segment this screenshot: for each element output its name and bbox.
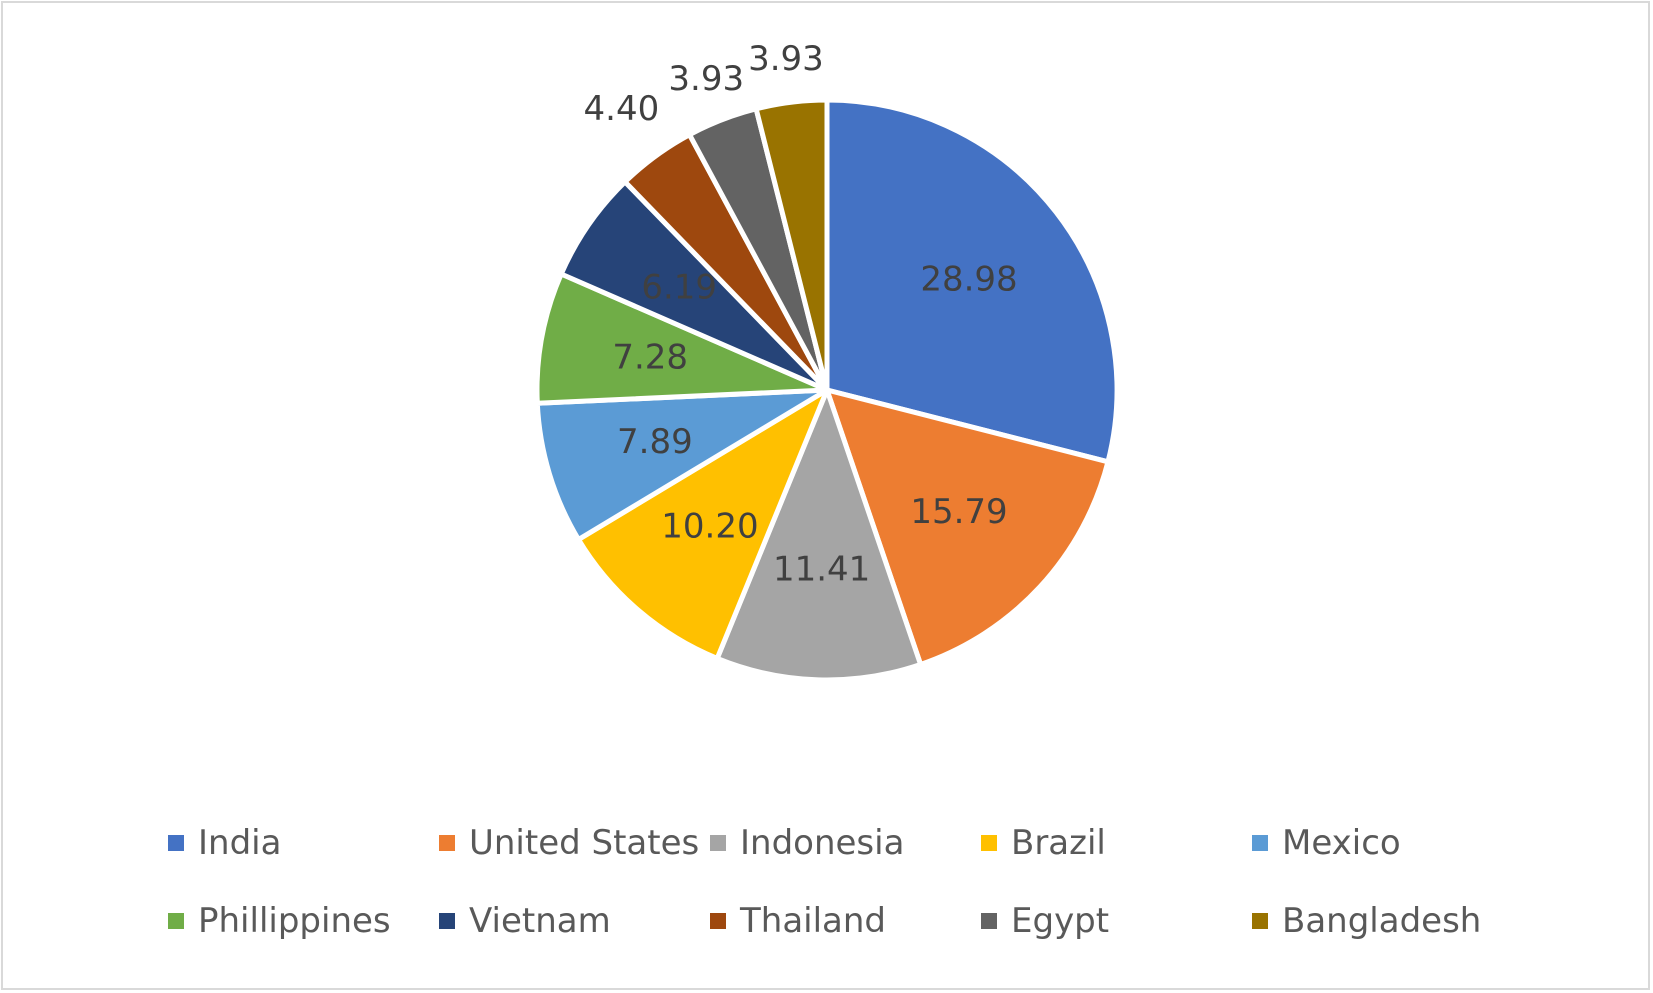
legend-item-india: India [168, 823, 281, 863]
pie-slice-bangladesh [753, 97, 830, 393]
legend-label: United States [469, 823, 700, 863]
data-label-thailand: 4.40 [584, 89, 660, 129]
legend-item-phillippines: Phillippines [168, 901, 391, 941]
data-label-bangladesh: 3.93 [748, 39, 824, 79]
data-label-mexico: 7.89 [617, 422, 693, 462]
legend-swatch [981, 835, 997, 851]
legend-item-brazil: Brazil [981, 823, 1106, 863]
data-label-india: 28.98 [920, 260, 1017, 300]
pie-chart: 28.9815.7911.4110.207.897.286.194.403.93… [534, 39, 1120, 683]
legend-swatch [1252, 835, 1268, 851]
pie-data-labels: 28.9815.7911.4110.207.897.286.194.403.93… [584, 39, 1018, 590]
legend-label: Mexico [1282, 823, 1401, 863]
legend-swatch [710, 835, 726, 851]
legend-swatch [439, 913, 455, 929]
legend-label: Bangladesh [1282, 901, 1482, 941]
legend-label: Indonesia [740, 823, 905, 863]
legend-label: Egypt [1011, 901, 1110, 941]
legend-item-bangladesh: Bangladesh [1252, 901, 1481, 941]
legend-swatch [981, 913, 997, 929]
pie-slice-mexico [534, 387, 830, 542]
data-label-united-states: 15.79 [910, 492, 1007, 532]
data-label-vietnam: 6.19 [641, 268, 717, 308]
legend-swatch [168, 913, 184, 929]
data-label-egypt: 3.93 [668, 59, 744, 99]
legend-swatch [1252, 913, 1268, 929]
legend-item-indonesia: Indonesia [710, 823, 904, 863]
legend-item-vietnam: Vietnam [439, 901, 611, 941]
pie-slice-india [824, 97, 1120, 465]
pie-slices [534, 97, 1120, 683]
data-label-indonesia: 11.41 [773, 550, 870, 590]
legend-item-united-states: United States [439, 823, 699, 863]
legend-label: Brazil [1011, 823, 1106, 863]
legend-item-thailand: Thailand [710, 901, 886, 941]
legend-item-egypt: Egypt [981, 901, 1109, 941]
data-label-phillippines: 7.28 [612, 337, 688, 377]
pie-slice-brazil [576, 387, 830, 661]
legend-label: Thailand [740, 901, 887, 941]
legend-label: India [198, 823, 282, 863]
legend-label: Phillippines [198, 901, 391, 941]
legend-swatch [710, 913, 726, 929]
legend-item-mexico: Mexico [1252, 823, 1401, 863]
legend-label: Vietnam [469, 901, 611, 941]
legend-swatch [439, 835, 455, 851]
data-label-brazil: 10.20 [661, 507, 758, 547]
pie-slice-indonesia [714, 387, 924, 683]
pie-slice-phillippines [534, 271, 830, 406]
legend: India United States Indonesia Brazil Mex… [168, 823, 1508, 983]
legend-swatch [168, 835, 184, 851]
